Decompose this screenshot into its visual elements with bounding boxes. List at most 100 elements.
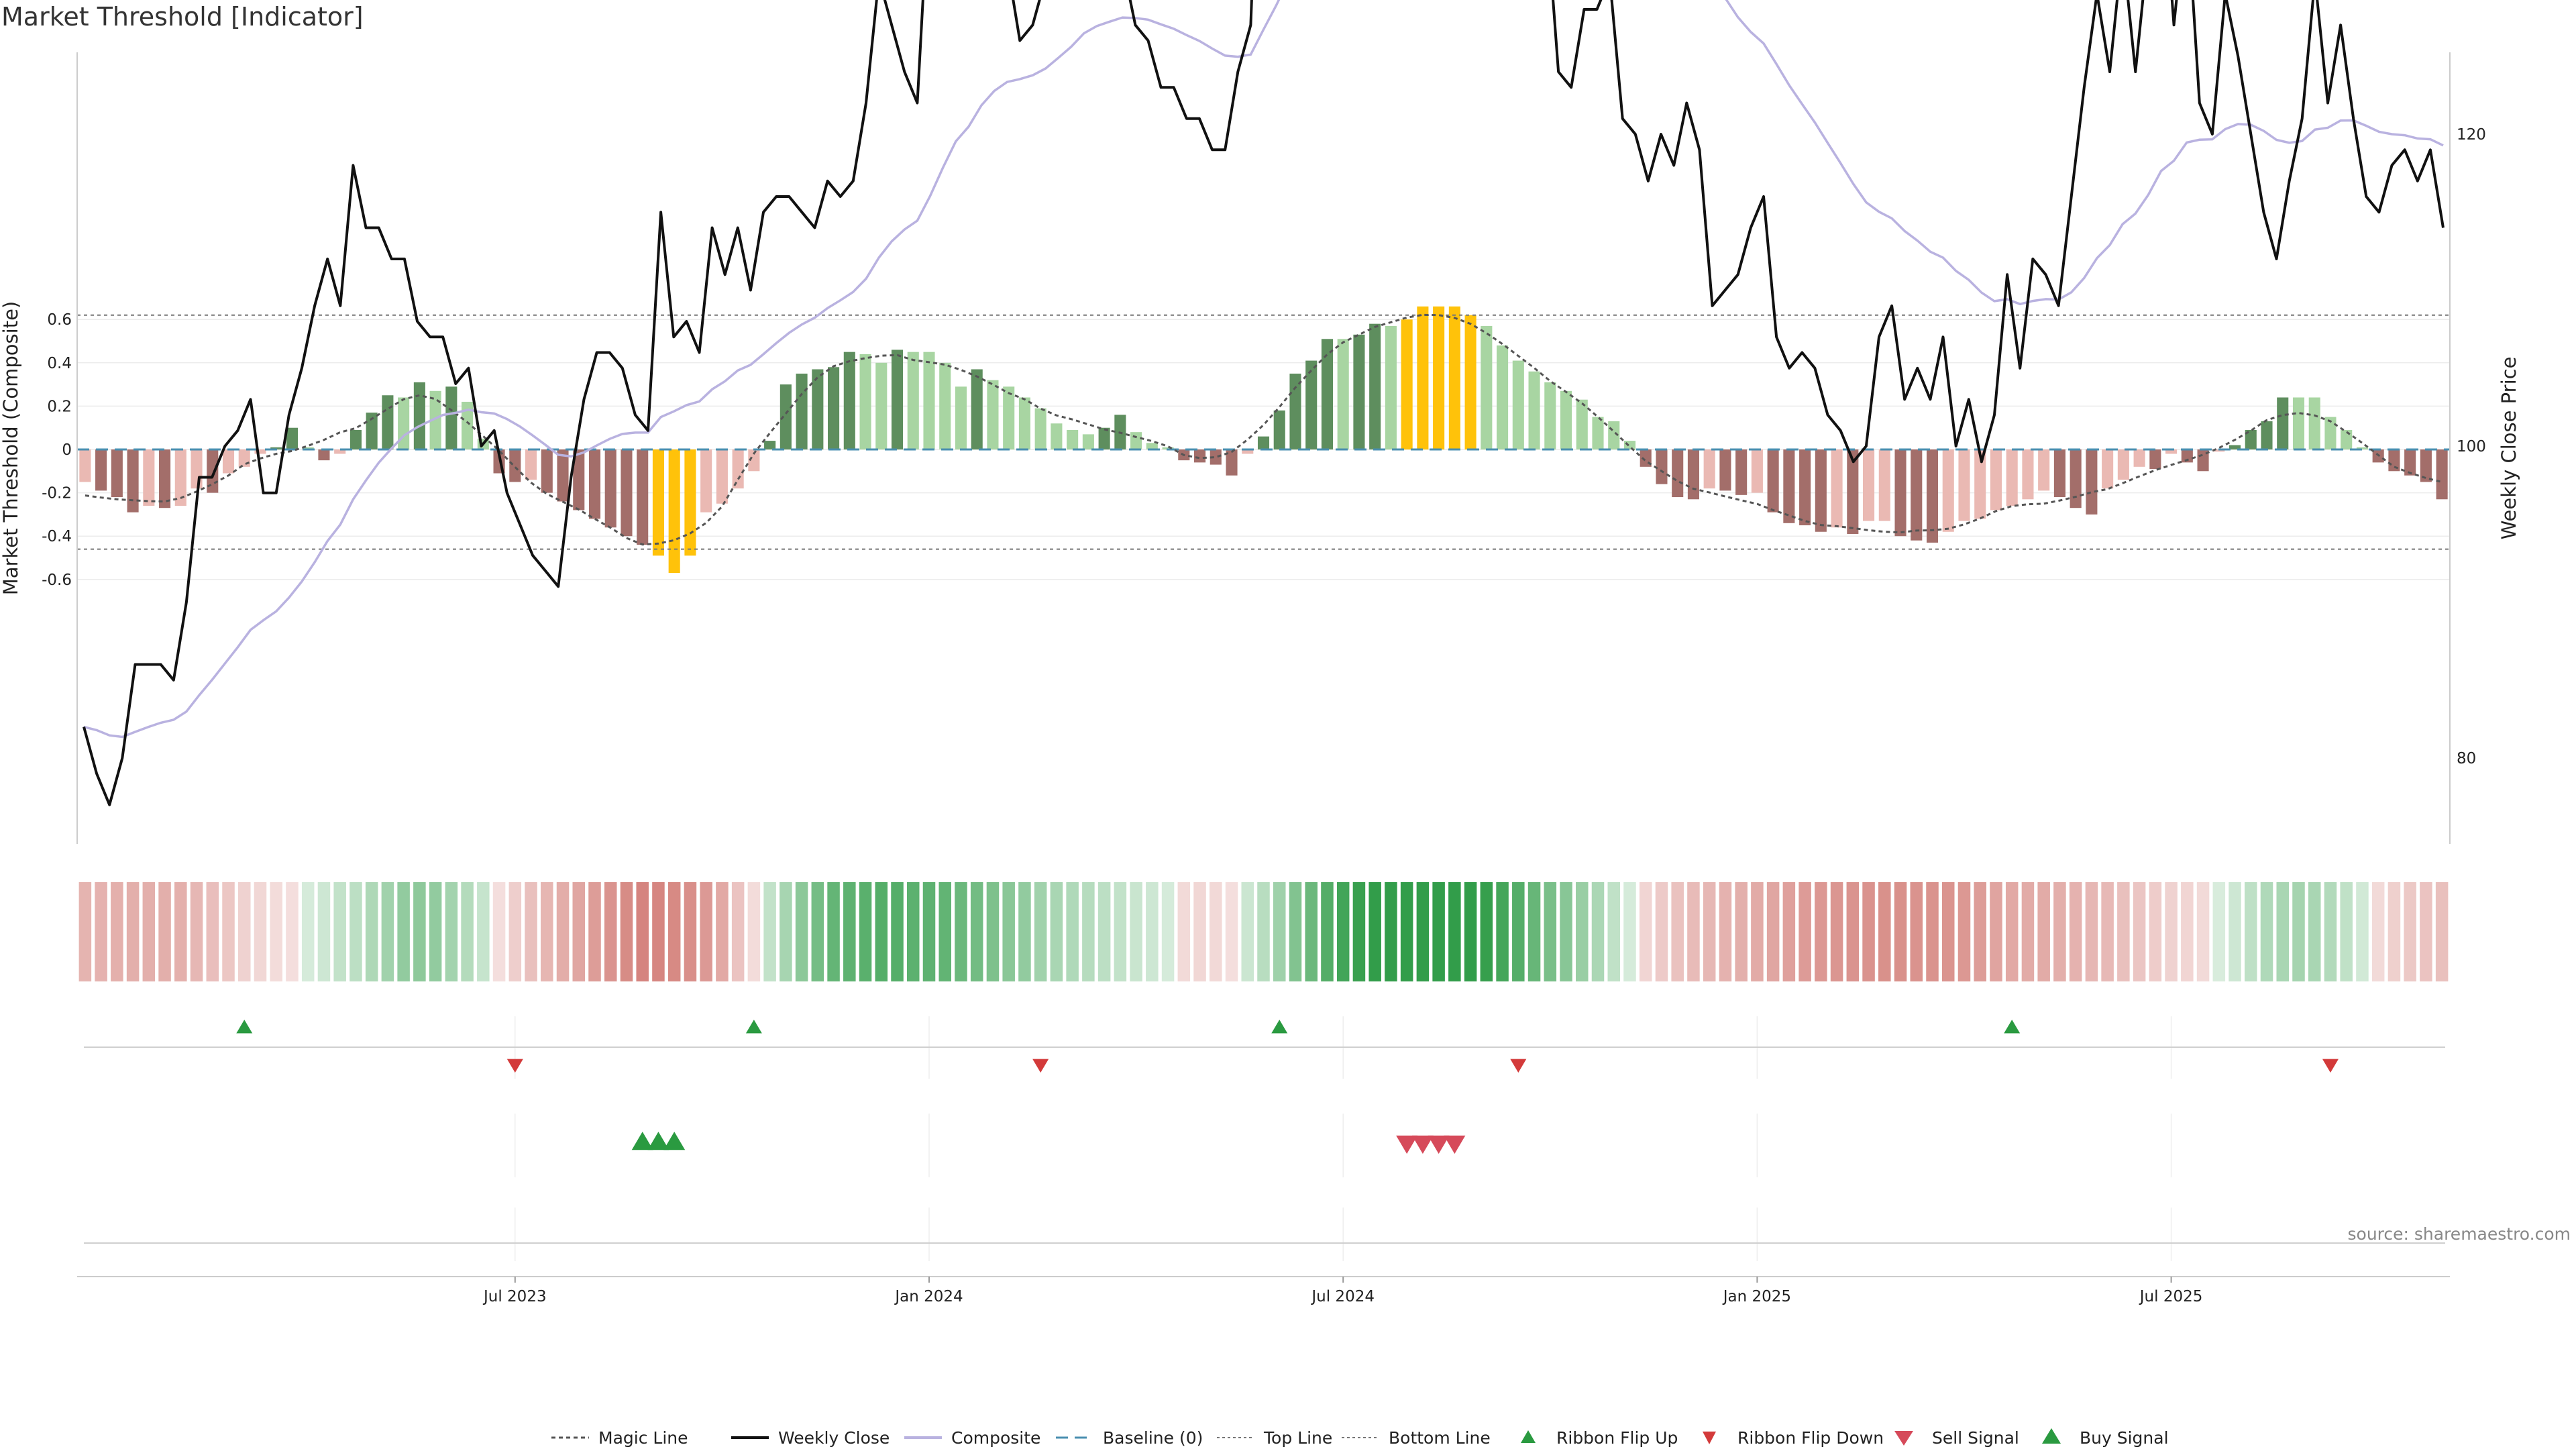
composite-bar	[1464, 315, 1477, 449]
composite-bar	[2165, 449, 2178, 454]
legend-label: Ribbon Flip Up	[1556, 1428, 1678, 1448]
composite-bar	[1098, 427, 1110, 449]
ribbon-cell	[206, 882, 219, 981]
ribbon-cell	[1799, 882, 1811, 981]
legend-swatch	[1703, 1432, 1716, 1444]
ribbon-cell	[1607, 882, 1620, 981]
buy-signal-marker	[647, 1132, 669, 1150]
ribbon-cell	[2196, 882, 2210, 981]
composite-bar	[1799, 449, 1811, 526]
ribbon-cell	[1671, 882, 1684, 981]
ribbon-cell	[1305, 882, 1318, 981]
composite-bar	[1974, 449, 1986, 519]
composite-bar	[2324, 417, 2337, 449]
composite-bar	[1735, 449, 1748, 495]
composite-bar	[222, 449, 235, 474]
ribbon-cell	[1878, 882, 1891, 981]
ribbon-cell	[843, 882, 856, 981]
ribbon-cell	[1321, 882, 1334, 981]
legend: Magic Line Weekly Close Composite Baseline …	[551, 1428, 2169, 1448]
legend-item: Magic Line	[551, 1428, 688, 1448]
ribbon-cell	[1782, 882, 1796, 981]
ribbon-cell	[1464, 882, 1477, 981]
ribbon-cell	[381, 882, 394, 981]
composite-bar	[652, 449, 664, 556]
ribbon-cell	[1941, 882, 1955, 981]
composite-bar	[621, 449, 633, 537]
legend-label: Magic Line	[598, 1428, 688, 1448]
composite-bar	[971, 369, 983, 449]
ribbon-cell	[1544, 882, 1557, 981]
composite-bar	[1815, 449, 1827, 532]
composite-bar	[1544, 382, 1556, 449]
composite-bar	[1369, 323, 1381, 449]
ribbon-cell	[1527, 882, 1541, 981]
ribbon-cell	[2356, 882, 2369, 981]
composite-bar	[875, 362, 888, 449]
ribbon-cell	[1002, 882, 1015, 981]
right-tick-label: 80	[2457, 750, 2476, 767]
ribbon-cell	[1018, 882, 1031, 981]
ribbon-cell	[2005, 882, 2019, 981]
ribbon-cell	[508, 882, 522, 981]
ribbon-cell	[1241, 882, 1254, 981]
composite-bar	[1958, 449, 1970, 521]
composite-bar	[509, 449, 521, 482]
ribbon-cell	[286, 882, 299, 981]
ribbon-cell	[95, 882, 107, 981]
ribbon-cell	[875, 882, 888, 981]
ribbon-cell	[1655, 882, 1668, 981]
composite-bars	[79, 306, 2448, 574]
composite-bar	[2245, 429, 2257, 449]
ribbon-cell	[350, 882, 362, 981]
weekly-close-line	[83, 0, 2445, 806]
ribbon-cell	[859, 882, 872, 981]
ribbon-cell	[2133, 882, 2146, 981]
composite-bar	[796, 373, 808, 449]
composite-bar	[1497, 345, 1509, 449]
composite-bar	[2053, 449, 2065, 498]
composite-bar	[732, 449, 744, 489]
composite-bar	[1321, 339, 1333, 449]
ribbon-cell	[1352, 882, 1366, 981]
overlay-lines	[77, 0, 2450, 806]
composite-bar	[637, 449, 649, 545]
ribbon-cell	[301, 882, 315, 981]
ribbon-cell	[111, 882, 123, 981]
ribbon-cell	[1368, 882, 1381, 981]
ribbon-cell	[572, 882, 586, 981]
composite-bar	[462, 401, 474, 449]
composite-bar	[1051, 423, 1063, 449]
x-tick-label: Jul 2025	[2139, 1288, 2203, 1305]
composite-bar	[1990, 449, 2002, 511]
ribbon-cell	[1034, 882, 1047, 981]
composite-bar	[1385, 325, 1397, 449]
composite-bar	[2308, 397, 2320, 449]
composite-bar	[2420, 449, 2432, 482]
ribbon-cell	[636, 882, 649, 981]
ribbon-cell	[652, 882, 665, 981]
ribbon-cell	[1974, 882, 1986, 981]
composite-bar	[286, 427, 299, 449]
source-note: source: sharemaestro.com	[2348, 1224, 2571, 1244]
ribbon-cell	[747, 882, 761, 981]
ribbon-cell	[2371, 882, 2385, 981]
x-tick-label: Jan 2024	[894, 1288, 963, 1305]
ribbon-cell	[1591, 882, 1605, 981]
ribbon-cell	[1576, 882, 1589, 981]
x-tick-label: Jan 2025	[1722, 1288, 1791, 1305]
composite-bar	[1305, 360, 1318, 449]
ribbon-cell	[1496, 882, 1509, 981]
ribbon-cell	[2149, 882, 2162, 981]
composite-bar	[382, 395, 394, 449]
legend-item: Composite	[904, 1428, 1040, 1448]
composite-bar	[254, 449, 266, 454]
composite-bar	[2102, 449, 2114, 489]
right-axis-title: Weekly Close Price	[2498, 357, 2520, 540]
legend-swatch	[2042, 1428, 2061, 1444]
composite-bar	[557, 449, 569, 502]
ribbon-flip-up-marker	[2004, 1020, 2021, 1034]
composite-bar	[2356, 447, 2368, 449]
left-tick-label: -0.2	[42, 485, 72, 502]
ribbon-cell	[1830, 882, 1843, 981]
